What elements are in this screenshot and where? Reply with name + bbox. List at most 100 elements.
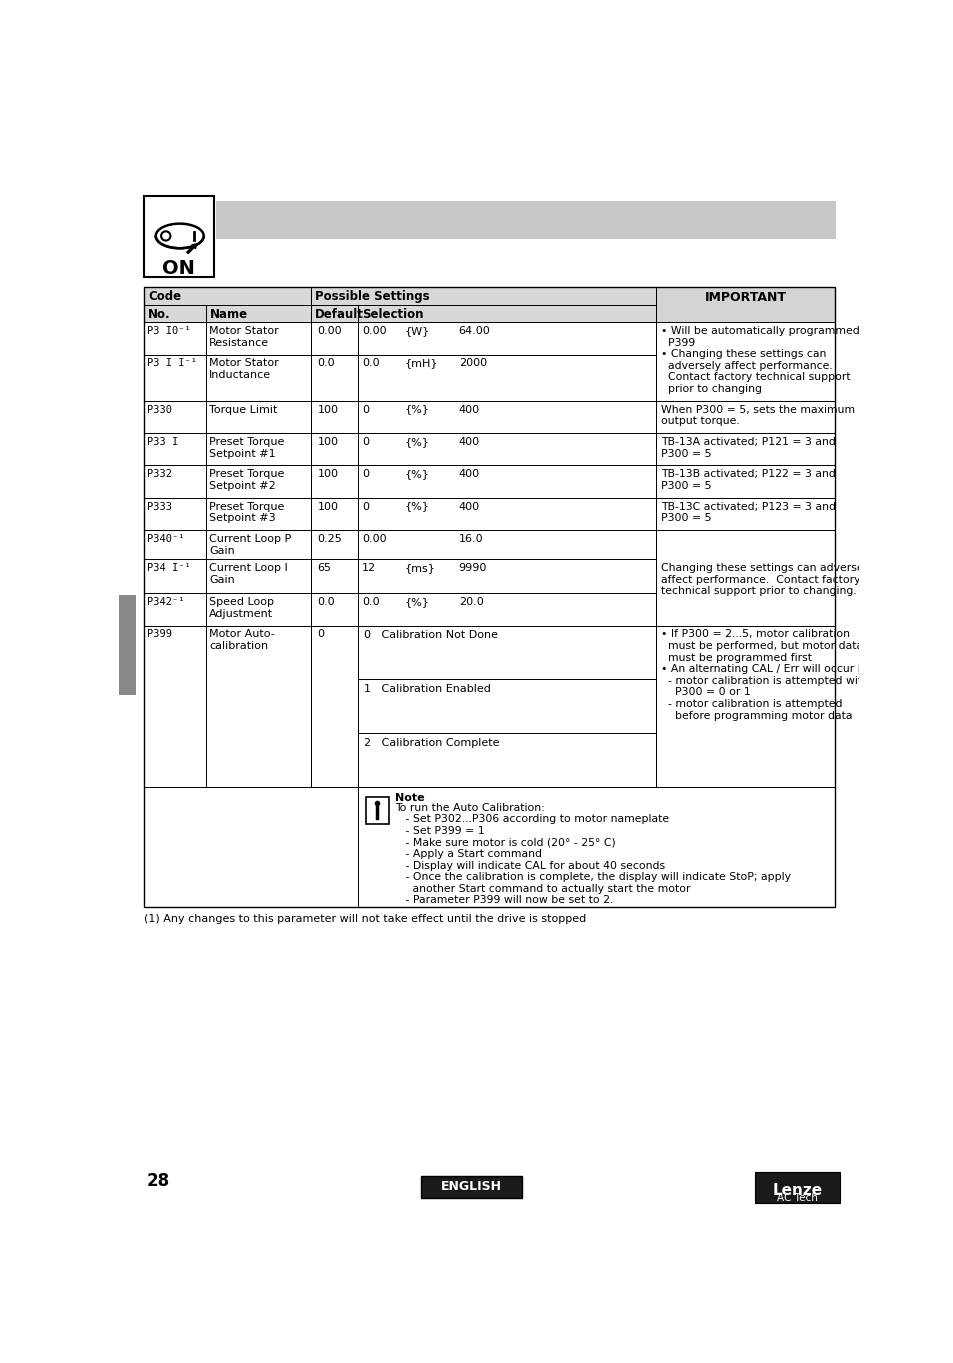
Bar [144, 530, 206, 559]
Text: 2   Calibration Complete: 2 Calibration Complete [364, 737, 499, 748]
Text: P332: P332 [147, 469, 172, 480]
Bar [656, 322, 835, 401]
Bar [311, 305, 357, 322]
Text: 0.0: 0.0 [317, 597, 335, 607]
Text: 0: 0 [361, 438, 369, 447]
Bar [357, 559, 656, 593]
Bar [119, 594, 136, 695]
Text: TB-13A activated; P121 = 3 and
P300 = 5: TB-13A activated; P121 = 3 and P300 = 5 [660, 438, 835, 458]
Bar [656, 626, 835, 788]
Text: P333: P333 [147, 502, 172, 511]
Text: Motor Stator
Resistance: Motor Stator Resistance [209, 326, 278, 348]
Bar [206, 305, 311, 322]
Text: {%}: {%} [404, 405, 429, 414]
Text: 0: 0 [361, 502, 369, 511]
Text: 0.0: 0.0 [361, 358, 379, 368]
Bar [311, 401, 357, 433]
Text: • If P300 = 2...5, motor calibration
  must be performed, but motor data
  must : • If P300 = 2...5, motor calibration mus… [660, 630, 868, 721]
Bar [754, 1172, 840, 1204]
Bar [357, 465, 656, 497]
Bar [144, 286, 835, 906]
Bar [656, 497, 835, 530]
Bar [357, 626, 656, 680]
Bar [311, 559, 357, 593]
Bar [144, 497, 206, 530]
Text: 0   Calibration Not Done: 0 Calibration Not Done [364, 630, 497, 641]
Text: TB-13C activated; P123 = 3 and
P300 = 5: TB-13C activated; P123 = 3 and P300 = 5 [660, 502, 835, 523]
Bar [144, 322, 206, 354]
Bar [656, 465, 835, 497]
Text: 0.0: 0.0 [317, 358, 335, 368]
Text: Preset Torque
Setpoint #2: Preset Torque Setpoint #2 [209, 469, 284, 491]
Text: {mH}: {mH} [404, 358, 437, 368]
Text: P340⁻¹: P340⁻¹ [147, 534, 185, 544]
Text: AC Tech: AC Tech [776, 1193, 817, 1204]
Text: P34 I⁻¹: P34 I⁻¹ [147, 563, 191, 574]
Text: 400: 400 [458, 405, 479, 414]
Text: When P300 = 5, sets the maximum
output torque.: When P300 = 5, sets the maximum output t… [660, 405, 854, 427]
Text: 400: 400 [458, 502, 479, 511]
Bar [656, 401, 835, 433]
Bar [311, 354, 357, 401]
Text: Lenze: Lenze [772, 1183, 821, 1198]
Bar [144, 305, 206, 322]
Text: • Will be automatically programmed by
  P399
• Changing these settings can
  adv: • Will be automatically programmed by P3… [660, 326, 876, 394]
Text: Selection: Selection [361, 308, 423, 322]
Text: Note: Note [395, 793, 424, 803]
Text: Default: Default [315, 308, 364, 322]
Text: 400: 400 [458, 438, 479, 447]
Bar [357, 497, 656, 530]
Text: {%}: {%} [404, 438, 429, 447]
Bar [357, 593, 656, 626]
Text: 16.0: 16.0 [458, 534, 483, 544]
Bar [311, 530, 357, 559]
Bar [144, 433, 206, 465]
Bar [206, 497, 311, 530]
Bar [311, 433, 357, 465]
Text: Current Loop I
Gain: Current Loop I Gain [209, 563, 288, 585]
Bar [357, 733, 656, 788]
Text: 100: 100 [317, 502, 338, 511]
Bar [144, 559, 206, 593]
Bar [206, 465, 311, 497]
Bar [357, 530, 656, 559]
Text: 0.00: 0.00 [361, 326, 386, 337]
Bar [206, 322, 311, 354]
Bar [357, 401, 656, 433]
Bar [144, 354, 206, 401]
Text: 12: 12 [361, 563, 375, 574]
Text: P342⁻¹: P342⁻¹ [147, 597, 185, 607]
Text: 9990: 9990 [458, 563, 487, 574]
Text: Current Loop P
Gain: Current Loop P Gain [209, 534, 291, 556]
Bar [144, 286, 311, 305]
Text: TB-13B activated; P122 = 3 and
P300 = 5: TB-13B activated; P122 = 3 and P300 = 5 [660, 469, 835, 491]
Bar [311, 286, 656, 305]
Text: 0.00: 0.00 [361, 534, 386, 544]
Bar [206, 433, 311, 465]
Text: ON: ON [162, 259, 195, 278]
Text: 0: 0 [361, 469, 369, 480]
Text: 0.0: 0.0 [361, 597, 379, 607]
Text: 1   Calibration Enabled: 1 Calibration Enabled [364, 684, 491, 694]
Bar [144, 196, 213, 277]
Text: 400: 400 [458, 469, 479, 480]
Text: {%}: {%} [404, 469, 429, 480]
Text: 64.00: 64.00 [458, 326, 490, 337]
Text: 28: 28 [146, 1172, 170, 1190]
Text: 0.00: 0.00 [317, 326, 342, 337]
Bar [206, 626, 311, 788]
Bar [365, 796, 389, 825]
Bar [311, 465, 357, 497]
Text: {ms}: {ms} [404, 563, 435, 574]
Bar [311, 497, 357, 530]
Text: Torque Limit: Torque Limit [209, 405, 277, 414]
Text: {%}: {%} [404, 502, 429, 511]
Bar [357, 433, 656, 465]
Bar [206, 559, 311, 593]
Bar [144, 465, 206, 497]
Text: Code: Code [148, 290, 181, 303]
Text: No.: No. [148, 308, 171, 322]
Bar [144, 626, 206, 788]
Text: 2000: 2000 [458, 358, 486, 368]
Text: (1) Any changes to this parameter will not take effect until the drive is stoppe: (1) Any changes to this parameter will n… [144, 915, 586, 924]
